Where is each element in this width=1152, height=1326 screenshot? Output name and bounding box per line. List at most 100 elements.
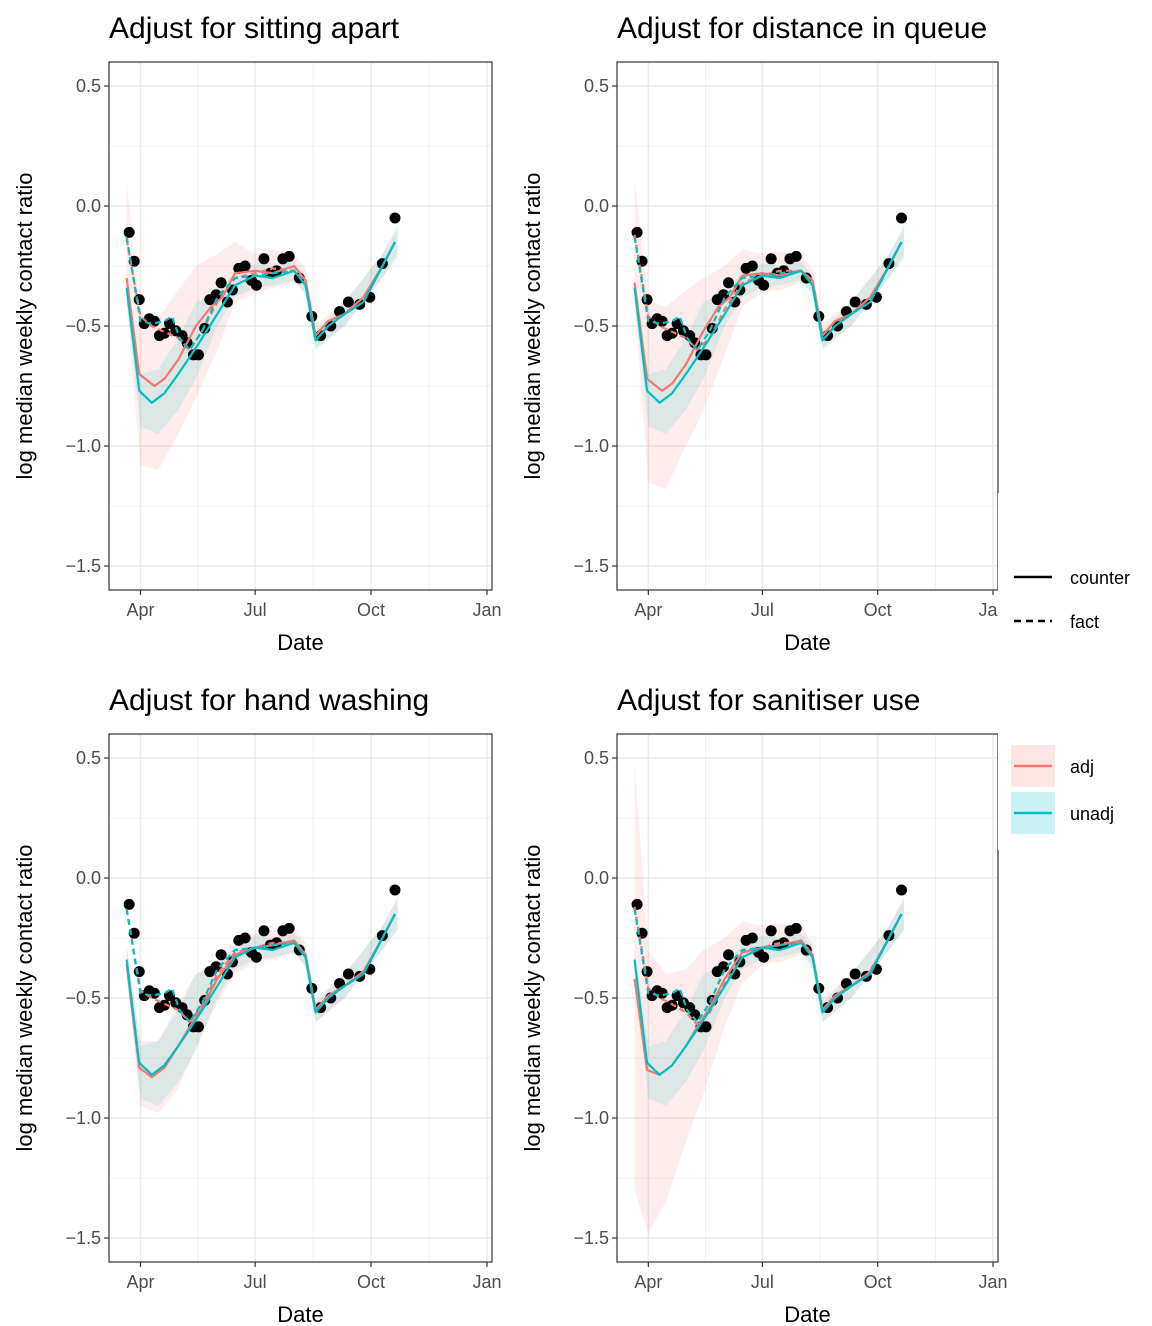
data-point bbox=[700, 1021, 712, 1033]
ribbon-unadj bbox=[634, 225, 905, 434]
ribbon-adj bbox=[634, 177, 905, 490]
x-tick-label: Jan bbox=[978, 1272, 1007, 1292]
data-point bbox=[239, 260, 251, 272]
data-point bbox=[210, 961, 222, 973]
panel-3: Adjust for hand washing 0.5 0.0 −0.5 −1.0 −1.… bbox=[12, 684, 501, 1326]
y-axis-title: log median weekly contact ratio bbox=[12, 173, 37, 480]
data-point bbox=[283, 922, 295, 934]
ribbon-adj bbox=[126, 182, 398, 470]
data-layer bbox=[631, 762, 907, 1234]
data-point bbox=[849, 296, 861, 308]
data-point bbox=[790, 250, 802, 262]
line-unadj-fact bbox=[125, 237, 396, 352]
data-point bbox=[133, 966, 145, 978]
data-point bbox=[192, 1021, 204, 1033]
data-point bbox=[790, 922, 802, 934]
panels: Adjust for sitting apart 0.5 0.0 −0.5 −1.0 −1… bbox=[12, 12, 1008, 1326]
data-layer bbox=[631, 177, 907, 490]
y-tick-label: −1.5 bbox=[573, 1228, 609, 1248]
panel-title: Adjust for sitting apart bbox=[109, 12, 400, 45]
legend-fact-label: fact bbox=[1070, 612, 1099, 632]
data-point bbox=[895, 884, 907, 896]
panel-title: Adjust for hand washing bbox=[109, 684, 429, 717]
data-point bbox=[250, 279, 262, 291]
x-tick-label: Jul bbox=[244, 1272, 267, 1292]
grid bbox=[109, 62, 492, 590]
x-tick-label: Oct bbox=[357, 600, 385, 620]
data-point bbox=[631, 898, 643, 910]
data-point bbox=[158, 999, 170, 1011]
data-point bbox=[723, 949, 735, 961]
ribbon-adj bbox=[634, 762, 905, 1234]
legend-adj-label: adj bbox=[1070, 757, 1094, 777]
ribbon-unadj bbox=[634, 897, 905, 1106]
data-point bbox=[758, 951, 770, 963]
data-point bbox=[258, 925, 270, 937]
legend: counter fact adj unadj bbox=[998, 493, 1152, 850]
x-tick-label: Jul bbox=[244, 600, 267, 620]
x-tick-label: Oct bbox=[357, 1272, 385, 1292]
y-tick-label: 0.5 bbox=[76, 76, 101, 96]
panel-title: Adjust for distance in queue bbox=[617, 12, 987, 45]
data-point bbox=[656, 987, 668, 999]
panel-title: Adjust for sanitiser use bbox=[617, 684, 920, 717]
y-axis-title: log median weekly contact ratio bbox=[520, 845, 545, 1152]
y-tick-label: −1.0 bbox=[65, 1108, 101, 1128]
y-axis-title: log median weekly contact ratio bbox=[12, 845, 37, 1152]
data-point bbox=[148, 987, 160, 999]
x-tick-label: Oct bbox=[864, 600, 892, 620]
data-point bbox=[666, 327, 678, 339]
y-tick-label: −0.5 bbox=[65, 988, 101, 1008]
data-point bbox=[641, 966, 653, 978]
x-tick-label: Jan bbox=[472, 1272, 501, 1292]
y-tick-label: −0.5 bbox=[573, 988, 609, 1008]
data-point bbox=[641, 294, 653, 306]
ribbon-unadj bbox=[126, 897, 398, 1106]
y-tick-label: −0.5 bbox=[65, 316, 101, 336]
data-point bbox=[765, 253, 777, 265]
data-point bbox=[148, 315, 160, 327]
x-tick-label: Apr bbox=[126, 1272, 154, 1292]
y-tick-label: 0.5 bbox=[584, 748, 609, 768]
data-point bbox=[746, 932, 758, 944]
data-point bbox=[283, 250, 295, 262]
data-layer bbox=[123, 182, 401, 470]
data-point bbox=[250, 951, 262, 963]
data-layer bbox=[123, 884, 401, 1114]
legend-background bbox=[998, 493, 1152, 850]
x-tick-label: Jul bbox=[751, 1272, 774, 1292]
y-tick-label: −1.0 bbox=[65, 436, 101, 456]
line-unadj-fact bbox=[125, 909, 396, 1024]
x-axis-title: Date bbox=[277, 630, 323, 655]
line-unadj-fact bbox=[633, 909, 903, 1024]
y-tick-label: −1.5 bbox=[573, 556, 609, 576]
data-point bbox=[849, 968, 861, 980]
y-tick-label: 0.0 bbox=[584, 868, 609, 888]
x-tick-label: Apr bbox=[634, 600, 662, 620]
panel-4: Adjust for sanitiser use 0.5 0.0 −0.5 −1.0 −1… bbox=[520, 684, 1008, 1326]
y-tick-label: 0.0 bbox=[584, 196, 609, 216]
data-point bbox=[723, 277, 735, 289]
data-point bbox=[746, 260, 758, 272]
x-tick-label: Apr bbox=[634, 1272, 662, 1292]
data-point bbox=[221, 968, 233, 980]
y-tick-label: −0.5 bbox=[573, 316, 609, 336]
panel-1: Adjust for sitting apart 0.5 0.0 −0.5 −1.0 −1… bbox=[12, 12, 501, 655]
legend-counter-label: counter bbox=[1070, 568, 1130, 588]
data-point bbox=[123, 226, 135, 238]
x-tick-label: Apr bbox=[126, 600, 154, 620]
legend-unadj-label: unadj bbox=[1070, 804, 1114, 824]
y-axis-title: log median weekly contact ratio bbox=[520, 173, 545, 480]
data-point bbox=[895, 212, 907, 224]
data-point bbox=[718, 961, 730, 973]
data-point bbox=[215, 277, 227, 289]
data-point bbox=[215, 949, 227, 961]
data-point bbox=[128, 927, 140, 939]
data-point bbox=[758, 279, 770, 291]
x-tick-label: Jan bbox=[472, 600, 501, 620]
y-tick-label: 0.5 bbox=[76, 748, 101, 768]
data-point bbox=[389, 884, 401, 896]
y-tick-label: −1.0 bbox=[573, 1108, 609, 1128]
line-unadj-fact bbox=[633, 237, 903, 352]
